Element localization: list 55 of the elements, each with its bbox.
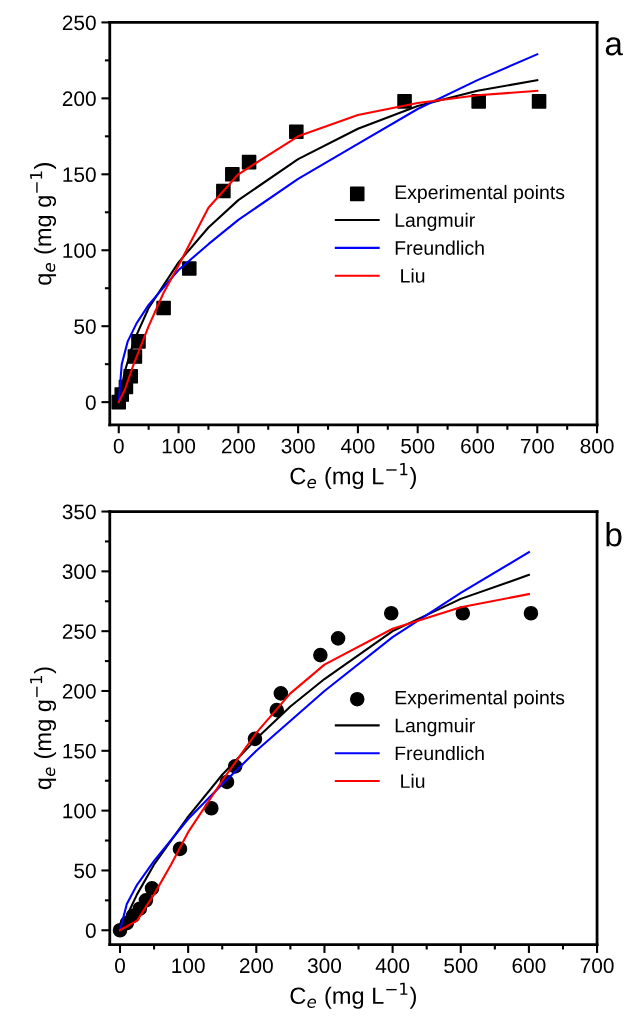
y-tick-label: 200 [62,91,96,107]
x-axis-title: C$_{e}$ (mg L$^{−1}$) [290,982,416,1009]
y-tick-label: 0 [85,395,96,410]
x-tick-label: 0 [115,958,125,974]
y-tick-label: 250 [62,15,96,31]
x-tick-label: 700 [580,958,614,974]
x-tick-label: 600 [461,438,495,454]
point [383,605,399,621]
y-tick-label: 150 [63,743,96,759]
x-tick-label: 300 [307,958,342,974]
point [182,261,197,276]
y-tick-label: 50 [74,319,96,334]
point [330,631,346,646]
x-tick-label: 200 [239,958,273,974]
text: b [606,521,622,547]
legend-label: Freundlich [395,240,484,255]
x-tick-label: 400 [375,958,410,974]
y-tick-label: 200 [62,683,96,699]
y-tick-label: 150 [63,167,96,183]
x-tick-label: 400 [341,438,375,454]
point [531,94,547,109]
point [273,686,289,701]
legend-label: Experimental points [395,184,565,204]
x-axis-title: C$_{e}$ (mg L$^{−1}$) [290,463,416,490]
point [156,300,171,316]
y-tick-label: 100 [63,243,96,258]
legend-label: Langmuir [395,212,475,231]
y-tick-label: 100 [63,803,96,819]
y-tick-label: 50 [74,863,96,879]
x-tick-label: 500 [444,958,478,974]
point [313,647,328,663]
x-tick-label: 100 [162,438,196,454]
x-tick-label: 200 [222,438,255,454]
x-tick-label: 0 [113,438,124,454]
x-tick-label: 500 [401,438,435,454]
legend-label: Liu [401,268,425,283]
legend-label: Liu [401,773,425,789]
point [523,605,539,621]
legend-label: Langmuir [395,718,475,737]
x-tick-label: 700 [520,438,554,454]
point [455,605,471,621]
legend-label: Freundlich [395,745,484,761]
text: a [605,37,623,56]
y-tick-label: 250 [62,624,96,639]
y-tick-label: 350 [62,504,96,520]
y-tick-label: 300 [62,564,96,580]
x-tick-label: 600 [512,958,546,974]
x-tick-label: 300 [281,438,315,454]
x-tick-label: 800 [580,438,614,454]
x-tick-label: 100 [172,958,205,974]
legend-label: Experimental points [395,690,565,709]
point [471,94,486,109]
y-axis-title: q$_{e}$ (mg g$^{−1}$) [30,163,57,285]
y-axis-title: q$_{e}$ (mg g$^{−1}$) [30,667,57,790]
y-tick-label: 0 [85,923,96,939]
